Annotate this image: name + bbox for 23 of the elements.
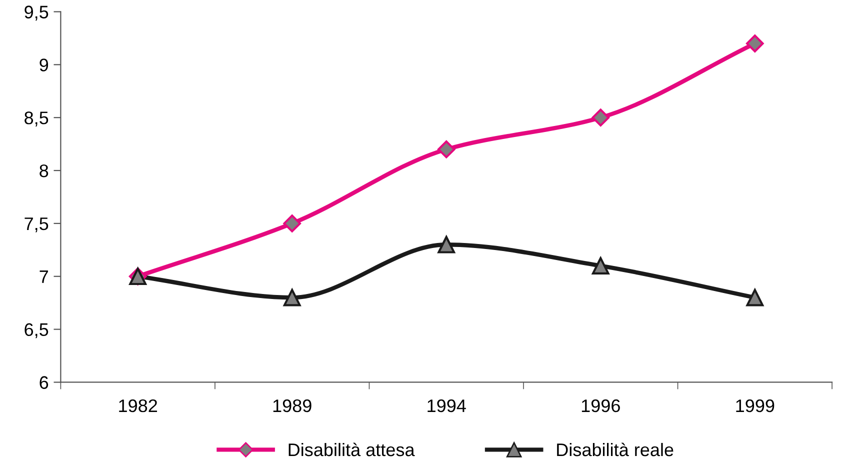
point bbox=[283, 288, 301, 306]
x-tick-label: 1999 bbox=[736, 399, 774, 412]
point bbox=[746, 34, 764, 52]
point bbox=[592, 108, 610, 126]
x-tick-label: 1994 bbox=[428, 399, 466, 412]
x-tick-label: 1996 bbox=[582, 399, 620, 412]
x-tick-label: 1982 bbox=[119, 399, 158, 412]
x-tick-label: 1989 bbox=[273, 399, 312, 412]
point bbox=[438, 236, 456, 254]
point bbox=[592, 257, 610, 274]
y-tick-label: 9,5 bbox=[24, 6, 48, 21]
y-tick-label: 9 bbox=[40, 58, 48, 72]
point bbox=[437, 140, 456, 158]
point bbox=[283, 214, 301, 232]
y-tick-label: 6 bbox=[40, 376, 48, 389]
y-tick-label: 8,5 bbox=[24, 112, 48, 126]
legend-label: Disabilità reale bbox=[557, 442, 674, 456]
point bbox=[746, 288, 764, 306]
y-tick-label: 7,5 bbox=[24, 218, 48, 232]
y-tick-label: 8 bbox=[40, 164, 48, 178]
y-tick-label: 7 bbox=[40, 270, 48, 283]
legend-label: Disabilità attesa bbox=[288, 442, 415, 456]
y-tick-label: 6,5 bbox=[24, 323, 48, 338]
